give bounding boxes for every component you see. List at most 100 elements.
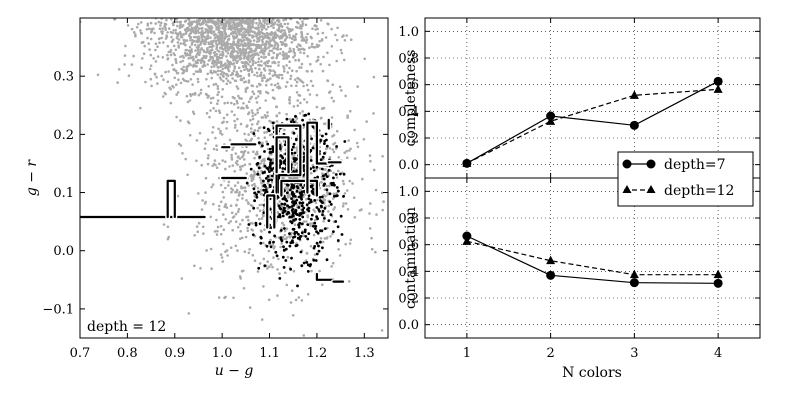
background-point xyxy=(192,35,196,39)
highlight-point xyxy=(308,201,311,205)
boundary-contour xyxy=(315,272,335,281)
background-point xyxy=(233,67,236,70)
background-point xyxy=(263,76,267,79)
background-point xyxy=(328,146,332,150)
highlight-point xyxy=(315,165,319,169)
background-point xyxy=(184,39,188,42)
background-point xyxy=(179,55,182,59)
background-point xyxy=(315,105,319,109)
highlight-point xyxy=(301,215,305,219)
background-point xyxy=(294,84,298,88)
background-point xyxy=(220,95,224,99)
background-point xyxy=(189,39,192,42)
background-point xyxy=(313,253,317,256)
background-point xyxy=(315,93,319,97)
background-point xyxy=(189,78,193,81)
highlight-point xyxy=(340,233,344,236)
background-point xyxy=(302,37,305,40)
background-point xyxy=(288,96,292,99)
background-point xyxy=(277,236,281,239)
background-point xyxy=(244,80,247,83)
background-point xyxy=(231,148,234,151)
background-point xyxy=(305,83,309,87)
background-point xyxy=(334,147,338,150)
background-point xyxy=(233,21,236,25)
background-point xyxy=(272,18,275,21)
background-point xyxy=(280,73,284,77)
background-point xyxy=(236,51,240,55)
background-point xyxy=(175,20,179,24)
highlight-point xyxy=(286,191,289,195)
background-point xyxy=(349,147,352,151)
background-point xyxy=(236,181,240,184)
background-point xyxy=(196,77,200,81)
background-point xyxy=(248,209,252,213)
background-point xyxy=(331,148,335,151)
background-point xyxy=(283,33,287,37)
highlight-point xyxy=(321,213,324,217)
background-point xyxy=(254,26,257,30)
highlight-point xyxy=(291,190,294,194)
background-point xyxy=(270,24,273,28)
highlight-point xyxy=(283,227,286,230)
background-point xyxy=(171,21,175,25)
background-point xyxy=(341,204,345,208)
background-point xyxy=(267,52,271,55)
depth-annotation: depth = 12 xyxy=(87,319,166,335)
background-point xyxy=(177,46,180,49)
highlight-point xyxy=(297,223,300,227)
background-point xyxy=(265,41,269,44)
background-point xyxy=(265,130,269,134)
background-point xyxy=(289,77,292,81)
background-point xyxy=(299,18,302,21)
background-point xyxy=(182,65,185,69)
background-point xyxy=(149,64,153,67)
background-point xyxy=(269,65,272,68)
highlight-point xyxy=(299,183,303,187)
background-point xyxy=(230,153,233,157)
background-point xyxy=(309,134,312,138)
highlight-point xyxy=(280,155,284,158)
highlight-point xyxy=(268,147,272,151)
background-point xyxy=(180,67,183,71)
background-point xyxy=(227,184,230,187)
background-point xyxy=(212,162,216,166)
background-point xyxy=(318,40,322,43)
background-point xyxy=(96,73,100,77)
background-point xyxy=(328,156,332,159)
highlight-point xyxy=(315,230,318,234)
background-point xyxy=(306,54,310,58)
background-point xyxy=(226,64,229,67)
background-point xyxy=(229,220,233,223)
background-point xyxy=(258,203,262,207)
background-point xyxy=(353,157,357,160)
background-point xyxy=(206,20,209,24)
background-point xyxy=(264,116,268,119)
background-point xyxy=(219,69,222,73)
background-point xyxy=(276,211,280,214)
background-point xyxy=(253,129,257,132)
background-point xyxy=(209,247,213,251)
background-point xyxy=(132,54,135,58)
background-point xyxy=(302,334,306,337)
background-point xyxy=(270,49,274,53)
highlight-point xyxy=(327,168,331,172)
background-point xyxy=(374,250,377,254)
background-point xyxy=(220,23,223,27)
x-tick-label: 1.3 xyxy=(354,346,375,361)
highlight-point xyxy=(306,223,310,227)
background-point xyxy=(216,27,220,30)
background-point xyxy=(282,67,286,70)
background-point xyxy=(245,172,248,175)
highlight-point xyxy=(289,267,292,271)
background-point xyxy=(353,128,356,132)
background-point xyxy=(295,161,299,165)
background-point xyxy=(217,31,221,34)
background-point xyxy=(193,43,197,47)
background-point xyxy=(301,81,305,84)
background-point xyxy=(202,19,205,23)
background-point xyxy=(234,23,237,27)
background-point xyxy=(282,18,286,22)
background-point xyxy=(258,67,261,71)
